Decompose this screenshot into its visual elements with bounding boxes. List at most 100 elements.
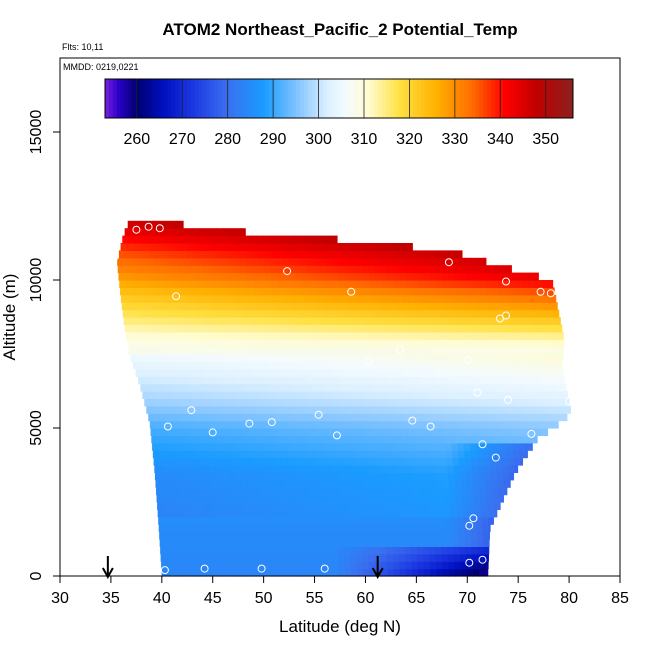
heatmap-cell — [392, 391, 400, 399]
heatmap-cell — [391, 346, 398, 355]
colorbar-segment — [475, 79, 480, 118]
heatmap-cell — [435, 465, 443, 473]
heatmap-cell — [193, 494, 200, 503]
heatmap-cell — [414, 435, 421, 444]
heatmap-cell — [267, 361, 275, 370]
heatmap-cell — [409, 346, 417, 355]
heatmap-cell — [205, 376, 213, 385]
heatmap-cell — [405, 391, 412, 399]
heatmap-cell — [315, 502, 323, 510]
heatmap-cell — [313, 317, 320, 325]
heatmap-cell — [339, 420, 346, 429]
heatmap-cell — [148, 265, 155, 274]
heatmap-cell — [137, 280, 145, 288]
heatmap-cell — [216, 324, 224, 333]
heatmap-cell — [136, 272, 144, 281]
heatmap-cell — [319, 465, 326, 473]
heatmap-cell — [229, 376, 237, 385]
heatmap-cell — [382, 376, 390, 385]
heatmap-cell — [153, 368, 161, 377]
heatmap-cell — [405, 568, 413, 577]
heatmap-cell — [231, 339, 238, 348]
heatmap-cell — [472, 472, 480, 481]
heatmap-cell — [197, 553, 204, 562]
heatmap-cell — [453, 546, 461, 555]
heatmap-cell — [383, 435, 391, 444]
heatmap-cell — [404, 368, 412, 377]
heatmap-cell — [404, 265, 412, 274]
colorbar-segment — [537, 79, 543, 118]
heatmap-cell — [161, 568, 169, 577]
heatmap-cell — [372, 383, 380, 392]
heatmap-cell — [504, 420, 511, 429]
heatmap-cell — [284, 398, 292, 407]
heatmap-cell — [142, 317, 149, 325]
heatmap-cell — [327, 428, 335, 436]
heatmap-cell — [451, 405, 459, 414]
heatmap-cell — [245, 317, 253, 325]
heatmap-cell — [309, 287, 317, 296]
heatmap-cell — [407, 494, 414, 503]
heatmap-cell — [460, 391, 467, 399]
heatmap-cell — [185, 561, 193, 570]
colorbar-tick-label: 290 — [260, 131, 287, 148]
heatmap-cell — [367, 539, 375, 547]
heatmap-cell — [472, 272, 480, 281]
heatmap-cell — [287, 309, 295, 318]
heatmap-cell — [408, 294, 415, 303]
heatmap-cell — [345, 487, 353, 496]
heatmap-cell — [456, 294, 464, 303]
observation-point — [408, 416, 417, 425]
heatmap-cell — [163, 435, 171, 444]
heatmap-cell — [303, 331, 310, 340]
heatmap-cell — [161, 354, 168, 362]
heatmap-cell — [451, 302, 459, 311]
heatmap-cell — [436, 479, 444, 488]
heatmap-cell — [299, 524, 306, 533]
heatmap-cell — [259, 487, 267, 496]
heatmap-cell — [483, 368, 491, 377]
heatmap-cell — [349, 265, 357, 274]
heatmap-cell — [276, 317, 284, 325]
heatmap-cell — [331, 368, 338, 377]
heatmap-cell — [208, 539, 216, 547]
heatmap-cell — [432, 502, 439, 510]
heatmap-cell — [543, 302, 551, 311]
heatmap-cell — [386, 317, 394, 325]
heatmap-cell — [521, 324, 529, 333]
heatmap-cell — [332, 354, 339, 362]
heatmap-cell — [223, 487, 230, 496]
heatmap-cell — [233, 368, 241, 377]
heatmap-cell — [521, 354, 529, 362]
colorbar-segment — [233, 79, 239, 118]
heatmap-cell — [273, 502, 280, 510]
observation-point — [502, 277, 510, 286]
colorbar-segment — [358, 79, 363, 118]
heatmap-cell — [451, 516, 459, 525]
heatmap-cell — [220, 309, 228, 318]
heatmap-cell — [246, 272, 254, 281]
colorbar-segment — [483, 79, 488, 118]
heatmap-cell — [201, 346, 209, 355]
heatmap-cell — [199, 502, 207, 510]
heatmap-cell — [504, 398, 512, 407]
heatmap-cell — [266, 398, 274, 407]
observation-point — [132, 225, 141, 234]
heatmap-cell — [310, 442, 318, 451]
heatmap-cell — [470, 450, 478, 459]
heatmap-cell — [218, 294, 226, 303]
heatmap-cell — [270, 465, 278, 473]
heatmap-cell — [262, 442, 269, 451]
colorbar-segment — [315, 79, 320, 118]
heatmap-cell — [555, 302, 558, 311]
heatmap-cell — [478, 472, 486, 481]
colorbar-segment — [147, 79, 153, 118]
heatmap-cell — [343, 265, 351, 274]
heatmap-cell — [191, 324, 199, 333]
heatmap-cell — [466, 324, 474, 333]
colorbar-segment — [175, 79, 180, 118]
heatmap-cell — [535, 398, 543, 407]
heatmap-cell — [216, 272, 223, 281]
heatmap-cell — [338, 568, 346, 577]
heatmap-cell — [518, 339, 526, 348]
